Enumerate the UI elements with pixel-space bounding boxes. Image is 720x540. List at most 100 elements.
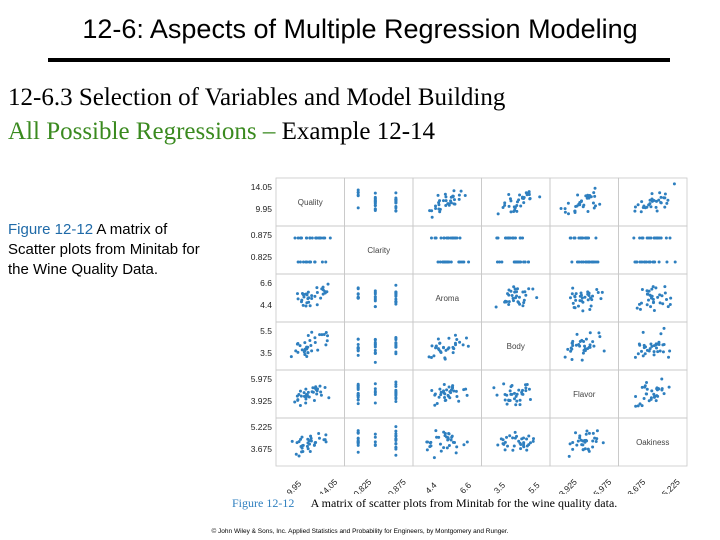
- scatter-point: [510, 236, 514, 240]
- scatter-point: [640, 287, 644, 291]
- scatter-point: [394, 209, 398, 213]
- scatter-point: [591, 201, 595, 205]
- scatter-point: [299, 437, 303, 441]
- scatter-point: [571, 440, 575, 444]
- scatter-point: [324, 260, 328, 264]
- y-tick-label: 9.95: [255, 204, 272, 214]
- scatter-point: [664, 236, 668, 240]
- scatter-point: [463, 194, 467, 198]
- scatter-point: [665, 260, 669, 264]
- scatter-point: [356, 398, 360, 402]
- scatter-point: [669, 296, 673, 300]
- scatter-point: [303, 353, 307, 357]
- scatter-point: [633, 355, 637, 359]
- scatter-point: [515, 399, 519, 403]
- subheading-black-text: Example 12-14: [281, 118, 436, 145]
- scatter-point: [563, 207, 567, 211]
- scatter-point: [584, 432, 588, 436]
- scatter-point: [458, 340, 462, 344]
- scatter-point: [517, 295, 521, 299]
- scatter-point: [495, 260, 499, 264]
- scatter-point: [356, 292, 360, 296]
- x-tick-label: 5.5: [526, 480, 542, 494]
- scatter-point: [304, 393, 308, 397]
- scatter-point: [433, 392, 437, 396]
- matrix-cell: [344, 177, 414, 227]
- scatter-point: [494, 305, 498, 309]
- scatter-point: [653, 260, 657, 264]
- scatter-point: [538, 195, 542, 199]
- scatter-point: [509, 199, 513, 203]
- scatter-point: [643, 352, 647, 356]
- scatter-point: [579, 293, 583, 297]
- scatter-point: [640, 404, 644, 408]
- matrix-cell: [618, 225, 688, 275]
- scatter-point: [650, 197, 654, 201]
- scatter-point: [455, 395, 459, 399]
- scatter-point: [657, 342, 661, 346]
- scatter-point: [528, 441, 532, 445]
- scatter-point: [503, 201, 507, 205]
- scatter-point: [319, 296, 323, 300]
- scatter-point: [645, 387, 649, 391]
- scatter-point: [439, 393, 443, 397]
- scatter-point: [451, 384, 455, 388]
- scatter-point: [581, 300, 585, 304]
- scatter-point: [453, 333, 457, 337]
- scatter-point: [506, 444, 510, 448]
- scatter-point: [394, 297, 398, 301]
- scatter-point: [524, 293, 528, 297]
- scatter-point: [588, 343, 592, 347]
- scatter-point: [510, 392, 514, 396]
- scatter-point: [394, 432, 398, 436]
- scatter-point: [666, 305, 670, 309]
- scatter-point: [304, 395, 308, 399]
- scatter-point: [306, 290, 310, 294]
- scatter-point: [637, 342, 641, 346]
- scatter-point: [503, 398, 507, 402]
- scatter-point: [315, 286, 319, 290]
- scatter-point: [306, 351, 310, 355]
- scatter-point: [570, 347, 574, 351]
- scatter-point: [449, 260, 453, 264]
- scatter-point: [579, 291, 583, 295]
- scatter-point: [394, 395, 398, 399]
- scatter-point: [356, 206, 360, 210]
- x-tick-label: 5.225: [660, 477, 682, 494]
- scatter-point: [394, 302, 398, 306]
- scatter-point: [465, 393, 469, 397]
- scatter-point: [576, 439, 580, 443]
- scatter-point: [310, 294, 314, 298]
- scatter-point: [435, 401, 439, 405]
- scatter-point: [581, 351, 585, 355]
- scatter-point: [430, 344, 434, 348]
- scatter-point: [649, 397, 653, 401]
- y-tick-label: 3.5: [260, 348, 272, 358]
- scatter-point: [661, 350, 665, 354]
- scatter-point: [496, 236, 500, 240]
- scatter-point: [594, 204, 598, 208]
- scatter-point: [394, 200, 398, 204]
- scatter-point: [656, 350, 660, 354]
- scatter-point: [467, 260, 471, 264]
- scatter-point: [305, 354, 309, 358]
- scatter-point: [301, 449, 305, 453]
- scatter-point: [313, 336, 317, 340]
- scatter-point: [517, 388, 521, 392]
- scatter-point: [511, 436, 515, 440]
- scatter-point: [511, 448, 515, 452]
- scatter-point: [324, 343, 328, 347]
- scatter-point: [445, 446, 449, 450]
- scatter-point: [295, 342, 299, 346]
- scatter-point: [394, 338, 398, 342]
- scatter-point: [356, 443, 360, 447]
- scatter-point: [325, 290, 329, 294]
- scatter-point: [373, 292, 377, 296]
- scatter-point: [525, 437, 529, 441]
- scatter-point: [658, 236, 662, 240]
- scatter-point: [645, 236, 649, 240]
- scatter-point: [326, 334, 330, 338]
- scatter-point: [318, 333, 322, 337]
- matrix-cell: [344, 273, 414, 323]
- scatter-point: [650, 344, 654, 348]
